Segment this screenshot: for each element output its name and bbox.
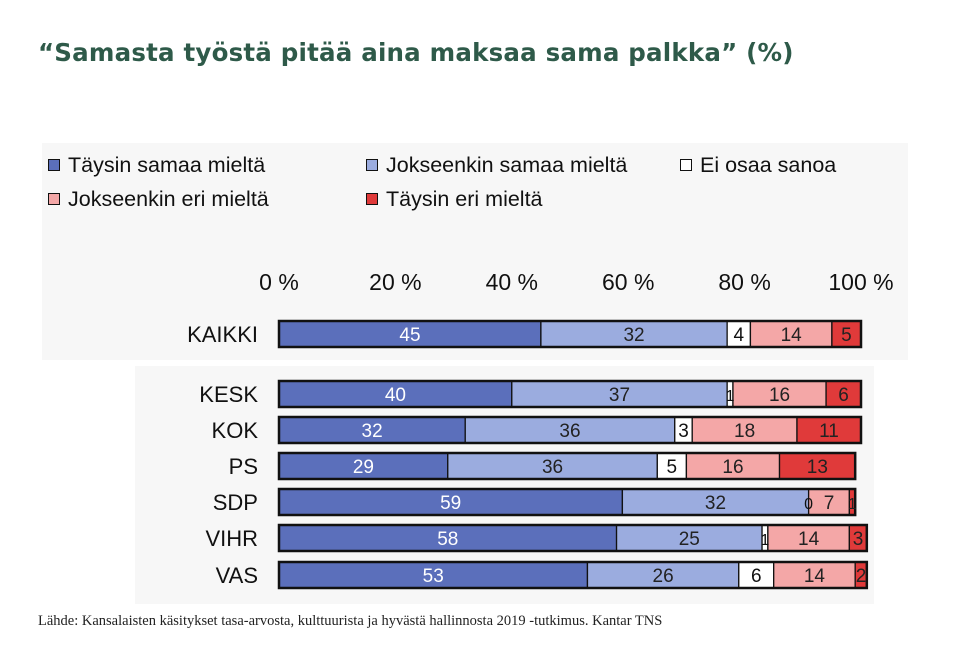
data-label: 53 [423, 566, 444, 587]
data-label: 2 [856, 566, 867, 587]
category-label: KOK [212, 418, 259, 443]
bar-outline [277, 560, 869, 590]
data-label: 1 [848, 496, 857, 513]
data-label: 3 [853, 529, 864, 550]
data-label: 29 [353, 457, 374, 478]
data-label: 13 [807, 457, 828, 478]
data-label: 16 [769, 385, 790, 406]
data-label: 45 [399, 325, 420, 346]
legend-item-taysin-eri: Täysin eri mieltä [366, 185, 543, 213]
data-label: 36 [542, 457, 563, 478]
data-label: 32 [705, 493, 726, 514]
data-label: 7 [824, 493, 835, 514]
data-label: 32 [623, 325, 644, 346]
bar-outline [277, 451, 857, 481]
x-tick-label: 0 % [259, 269, 299, 295]
legend-swatch-taysin-eri [366, 193, 378, 205]
data-label: 32 [362, 421, 383, 442]
data-label: 18 [734, 421, 755, 442]
data-label: 1 [726, 388, 735, 405]
legend-label: Jokseenkin eri mieltä [68, 186, 269, 211]
x-tick-label: 100 % [828, 269, 893, 295]
data-label: 14 [781, 325, 803, 346]
data-label: 4 [733, 325, 744, 346]
legend-item-ei-osaa-sanoa: Ei osaa sanoa [680, 151, 836, 179]
data-label: 16 [722, 457, 743, 478]
data-label: 37 [609, 385, 630, 406]
data-label: 5 [667, 457, 678, 478]
data-label: 11 [819, 421, 839, 442]
data-label: 36 [559, 421, 580, 442]
legend-label: Ei osaa sanoa [700, 152, 837, 177]
bar-segment [278, 452, 449, 480]
category-label: PS [229, 454, 258, 479]
data-label: 1 [761, 532, 770, 549]
category-label: SDP [213, 490, 258, 515]
bar-segment [749, 320, 833, 348]
category-label: VIHR [205, 526, 258, 551]
data-label: 0 [804, 496, 813, 513]
legend-label: Täysin eri mieltä [386, 186, 543, 211]
chart-title: “Samasta työstä pitää aina maksaa sama p… [38, 38, 794, 67]
legend-swatch-jokseenkin-eri [48, 193, 60, 205]
legend-swatch-taysin-samaa [48, 159, 60, 171]
x-tick-label: 40 % [486, 269, 538, 295]
bar-outline [277, 487, 857, 517]
bar-outline [277, 523, 869, 553]
legend-swatch-jokseenkin-samaa [366, 159, 378, 171]
data-label: 14 [804, 566, 826, 587]
legend-label: Täysin samaa mieltä [68, 152, 266, 177]
source-note: Lähde: Kansalaisten käsitykset tasa-arvo… [38, 613, 663, 629]
legend-item-jokseenkin-eri: Jokseenkin eri mieltä [48, 185, 269, 213]
data-label: 14 [798, 529, 820, 550]
legend-swatch-ei-osaa-sanoa [680, 159, 692, 171]
x-tick-label: 80 % [718, 269, 770, 295]
data-label: 26 [653, 566, 674, 587]
bar-outline [277, 379, 863, 409]
legend-label: Jokseenkin samaa mieltä [386, 152, 628, 177]
data-label: 6 [751, 566, 762, 587]
data-label: 59 [440, 493, 461, 514]
data-label: 25 [679, 529, 700, 550]
x-tick-label: 60 % [602, 269, 654, 295]
data-label: 5 [841, 325, 852, 346]
category-label: VAS [216, 563, 258, 588]
bar-segment [767, 524, 851, 552]
legend-item-jokseenkin-samaa: Jokseenkin samaa mieltä [366, 151, 627, 179]
category-label: KAIKKI [187, 322, 258, 347]
bar-segment [511, 380, 728, 408]
legend-item-taysin-samaa: Täysin samaa mieltä [48, 151, 265, 179]
data-label: 40 [385, 385, 406, 406]
data-label: 58 [437, 529, 458, 550]
x-tick-label: 20 % [369, 269, 421, 295]
category-label: KESK [199, 382, 258, 407]
data-label: 6 [838, 385, 849, 406]
bar-outline [277, 415, 863, 445]
bar-outline [277, 319, 863, 349]
data-label: 3 [678, 421, 689, 442]
